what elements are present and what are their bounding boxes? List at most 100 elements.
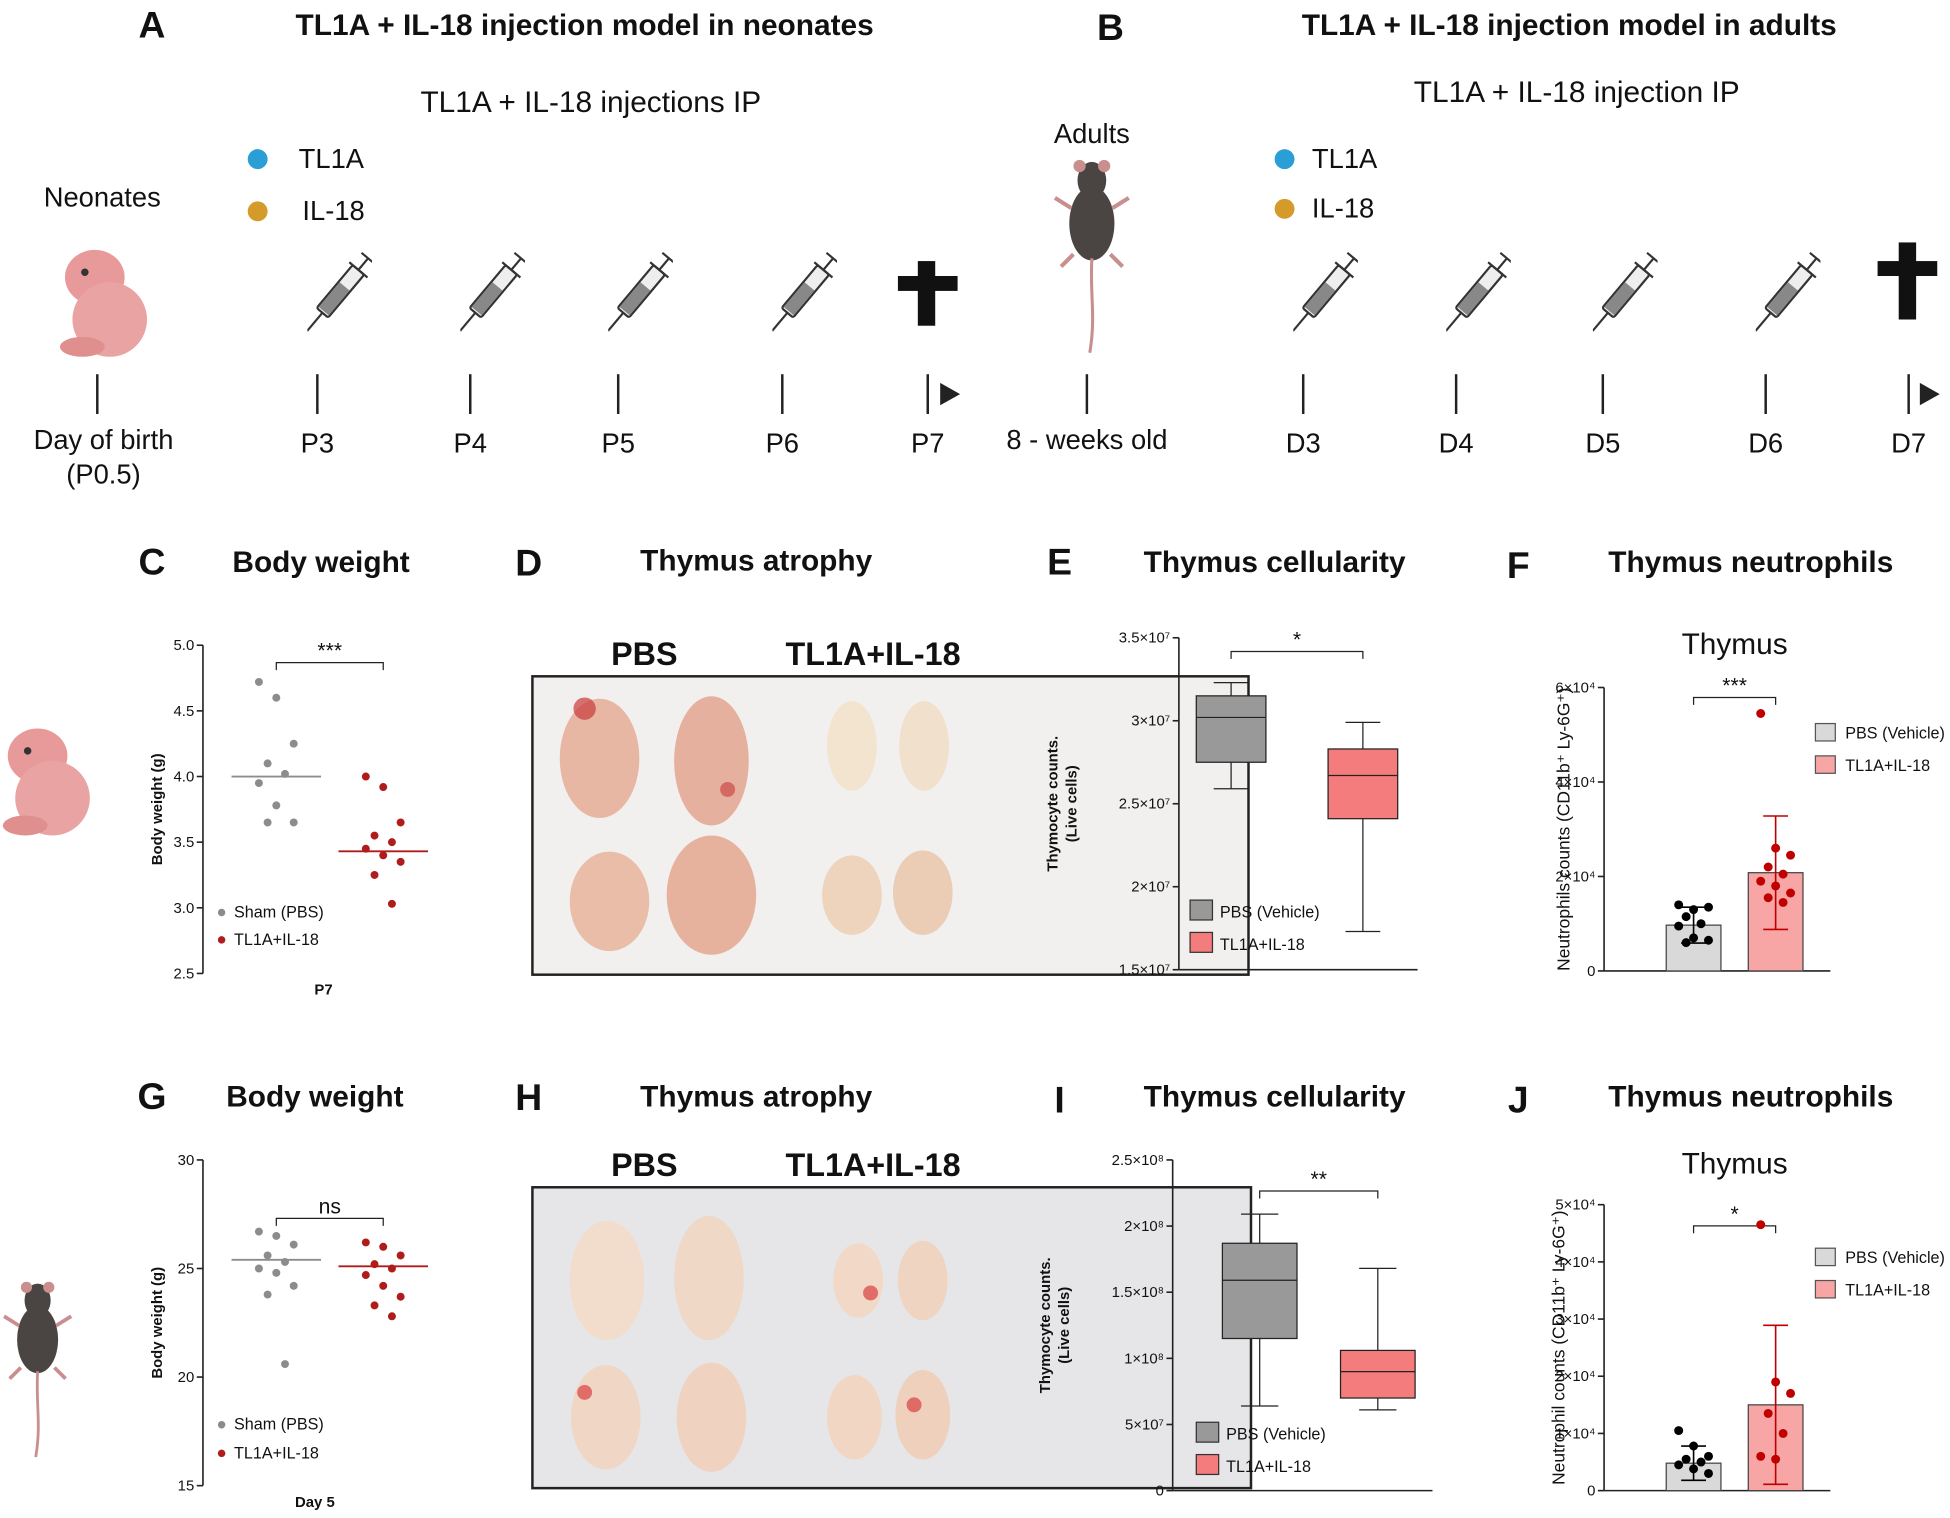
y-tick-label: 0 xyxy=(1587,1484,1595,1500)
data-point xyxy=(370,1301,379,1310)
legend-marker xyxy=(1814,1279,1836,1299)
legend-label: PBS (Vehicle) xyxy=(1845,724,1945,742)
timeline-arrow xyxy=(1919,382,1940,406)
legend-marker xyxy=(1189,931,1214,953)
data-point xyxy=(1689,905,1699,915)
data-point xyxy=(1771,843,1781,853)
data-point xyxy=(1786,850,1796,860)
data-point xyxy=(379,851,388,860)
panel-title: Body weight xyxy=(232,546,409,579)
data-point xyxy=(1756,876,1766,886)
significance-bracket xyxy=(1259,1190,1379,1199)
y-tick-label: 2×10⁴ xyxy=(1555,869,1595,885)
panel-letter: H xyxy=(515,1076,542,1118)
data-point xyxy=(1778,897,1788,907)
panel-letter: J xyxy=(1508,1079,1529,1121)
y-tick-label: 2.5×10⁸ xyxy=(1112,1153,1164,1169)
y-axis-label: (Live cells) xyxy=(1064,765,1080,842)
photo-label: TL1A+IL-18 xyxy=(786,1147,961,1183)
data-point xyxy=(396,818,405,827)
legend-label: PBS (Vehicle) xyxy=(1845,1249,1945,1267)
timeline-label: D3 xyxy=(1286,428,1321,459)
panel-title: TL1A + IL-18 injection model in neonates xyxy=(296,9,874,42)
panel-letter: G xyxy=(137,1075,166,1117)
box xyxy=(1195,695,1267,763)
y-axis-label: Thymocyte counts. xyxy=(1046,736,1062,872)
cross xyxy=(1898,242,1917,320)
timeline-label: P7 xyxy=(911,428,944,459)
chart-title: Thymus xyxy=(1682,628,1788,661)
data-point xyxy=(1771,881,1781,891)
timeline-label: P5 xyxy=(601,428,634,459)
photo-label: PBS xyxy=(611,1147,677,1183)
subject-label: Neonates xyxy=(44,181,161,212)
y-tick-label: 2.5 xyxy=(174,966,195,982)
y-tick-label: 1×10⁴ xyxy=(1555,1426,1595,1442)
y-tick-label: 0 xyxy=(1156,1484,1164,1500)
data-point xyxy=(254,678,263,686)
panel-letter: C xyxy=(139,540,166,582)
legend-marker xyxy=(217,908,226,917)
legend-label: Sham (PBS) xyxy=(234,903,324,921)
panel-title: Thymus cellularity xyxy=(1144,1080,1406,1113)
neonate-icon xyxy=(59,249,148,357)
y-axis-label: Thymocyte counts. xyxy=(1038,1257,1054,1393)
panel-letter: I xyxy=(1054,1079,1064,1121)
data-point xyxy=(1681,1454,1691,1464)
data-point xyxy=(387,838,396,847)
data-point xyxy=(1704,935,1713,945)
legend-marker xyxy=(1814,755,1836,774)
y-tick-label: 4.0 xyxy=(174,769,195,785)
significance-bracket xyxy=(1692,696,1777,705)
panel-letter: F xyxy=(1507,544,1530,586)
data-point xyxy=(272,1268,281,1277)
legend-label: Sham (PBS) xyxy=(234,1416,324,1434)
legend-marker xyxy=(217,1421,226,1429)
significance-label: ** xyxy=(1311,1168,1327,1191)
timeline-label: D6 xyxy=(1748,428,1783,459)
data-point xyxy=(370,831,379,840)
y-tick-label: 2.5×10⁷ xyxy=(1119,797,1170,813)
y-axis-label: Neutrophil counts (CD11b⁺ Ly-6G⁺) xyxy=(1548,1210,1568,1485)
photo-label: TL1A+IL-18 xyxy=(786,636,961,672)
legend-label: TL1A+IL-18 xyxy=(1845,1281,1930,1299)
legend-marker xyxy=(1195,1453,1220,1476)
x-axis-label: Day 5 xyxy=(295,1495,335,1511)
data-point xyxy=(379,783,388,791)
panel-letter: B xyxy=(1097,6,1124,48)
timeline-label: P6 xyxy=(766,428,799,459)
legend-dot xyxy=(1274,149,1295,170)
syringe xyxy=(460,249,525,340)
box xyxy=(1221,1242,1298,1340)
legend-label: IL-18 xyxy=(1312,193,1374,224)
timeline-label: 8 - weeks old xyxy=(1006,424,1167,455)
legend-label: TL1A+IL-18 xyxy=(1226,1458,1311,1476)
data-point xyxy=(1756,1220,1766,1230)
timeline-label: (P0.5) xyxy=(66,459,140,490)
data-point xyxy=(396,1292,405,1301)
timeline-label: P4 xyxy=(454,428,487,459)
data-point xyxy=(1689,1441,1699,1451)
data-point xyxy=(272,693,281,702)
data-point xyxy=(254,1227,263,1236)
significance-label: ns xyxy=(319,1195,341,1218)
panel-title: Thymus cellularity xyxy=(1144,546,1406,579)
data-point xyxy=(289,818,298,827)
syringe xyxy=(1592,249,1658,340)
data-point xyxy=(1771,1454,1781,1464)
timeline-arrow xyxy=(940,382,961,406)
legend-marker xyxy=(1189,899,1214,921)
y-axis-label: Body weight (g) xyxy=(150,1267,166,1379)
timeline-label: Day of birth xyxy=(34,424,174,455)
cross xyxy=(897,275,958,291)
data-point xyxy=(272,1231,281,1240)
y-tick-label: 0 xyxy=(1587,964,1595,980)
data-point xyxy=(396,857,405,866)
y-tick-label: 4×10⁴ xyxy=(1555,1255,1595,1271)
y-tick-label: 20 xyxy=(178,1370,195,1386)
syringe xyxy=(307,249,373,340)
significance-bracket xyxy=(1692,1225,1777,1234)
neonate-icon xyxy=(2,728,90,836)
y-tick-label: 2×10⁴ xyxy=(1555,1369,1595,1385)
box xyxy=(1327,748,1399,820)
